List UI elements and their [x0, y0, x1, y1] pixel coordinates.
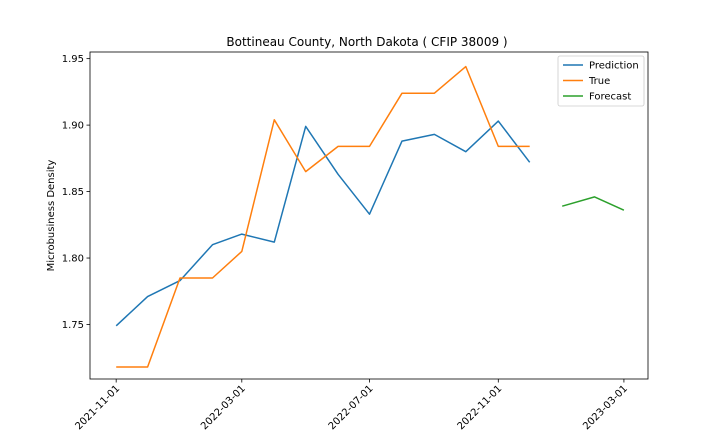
y-tick-label: 1.95: [62, 54, 84, 65]
chart-title: Bottineau County, North Dakota ( CFIP 38…: [226, 35, 507, 49]
y-tick-label: 1.75: [62, 320, 84, 331]
series-layer: [115, 65, 625, 368]
x-tick-label: 2023-03-01: [581, 383, 630, 432]
series-line-prediction: [115, 120, 531, 327]
y-tick-label: 1.85: [62, 187, 84, 198]
legend-label: True: [588, 76, 610, 87]
plot-frame: [89, 51, 649, 380]
y-axis-label: Microbusiness Density: [46, 160, 57, 272]
legend-label: Forecast: [589, 92, 631, 103]
legend: Prediction True Forecast: [557, 55, 645, 107]
x-tick-label: 2021-11-01: [73, 383, 122, 432]
legend-label: Prediction: [589, 61, 639, 72]
x-tick-label: 2022-03-01: [199, 383, 248, 432]
x-tick-label: 2022-11-01: [456, 383, 505, 432]
series-line-true: [116, 65, 530, 368]
y-axis: 1.75 1.80 1.85 1.90 1.95: [62, 54, 90, 331]
y-tick-label: 1.80: [62, 254, 84, 265]
x-tick-label: 2022-07-01: [327, 383, 376, 432]
x-axis: 2021-11-01 2022-03-01 2022-07-01 2022-11-01…: [73, 379, 630, 432]
legend-box: [557, 55, 645, 107]
series-line-forecast: [561, 196, 625, 211]
y-tick-label: 1.90: [62, 121, 84, 132]
